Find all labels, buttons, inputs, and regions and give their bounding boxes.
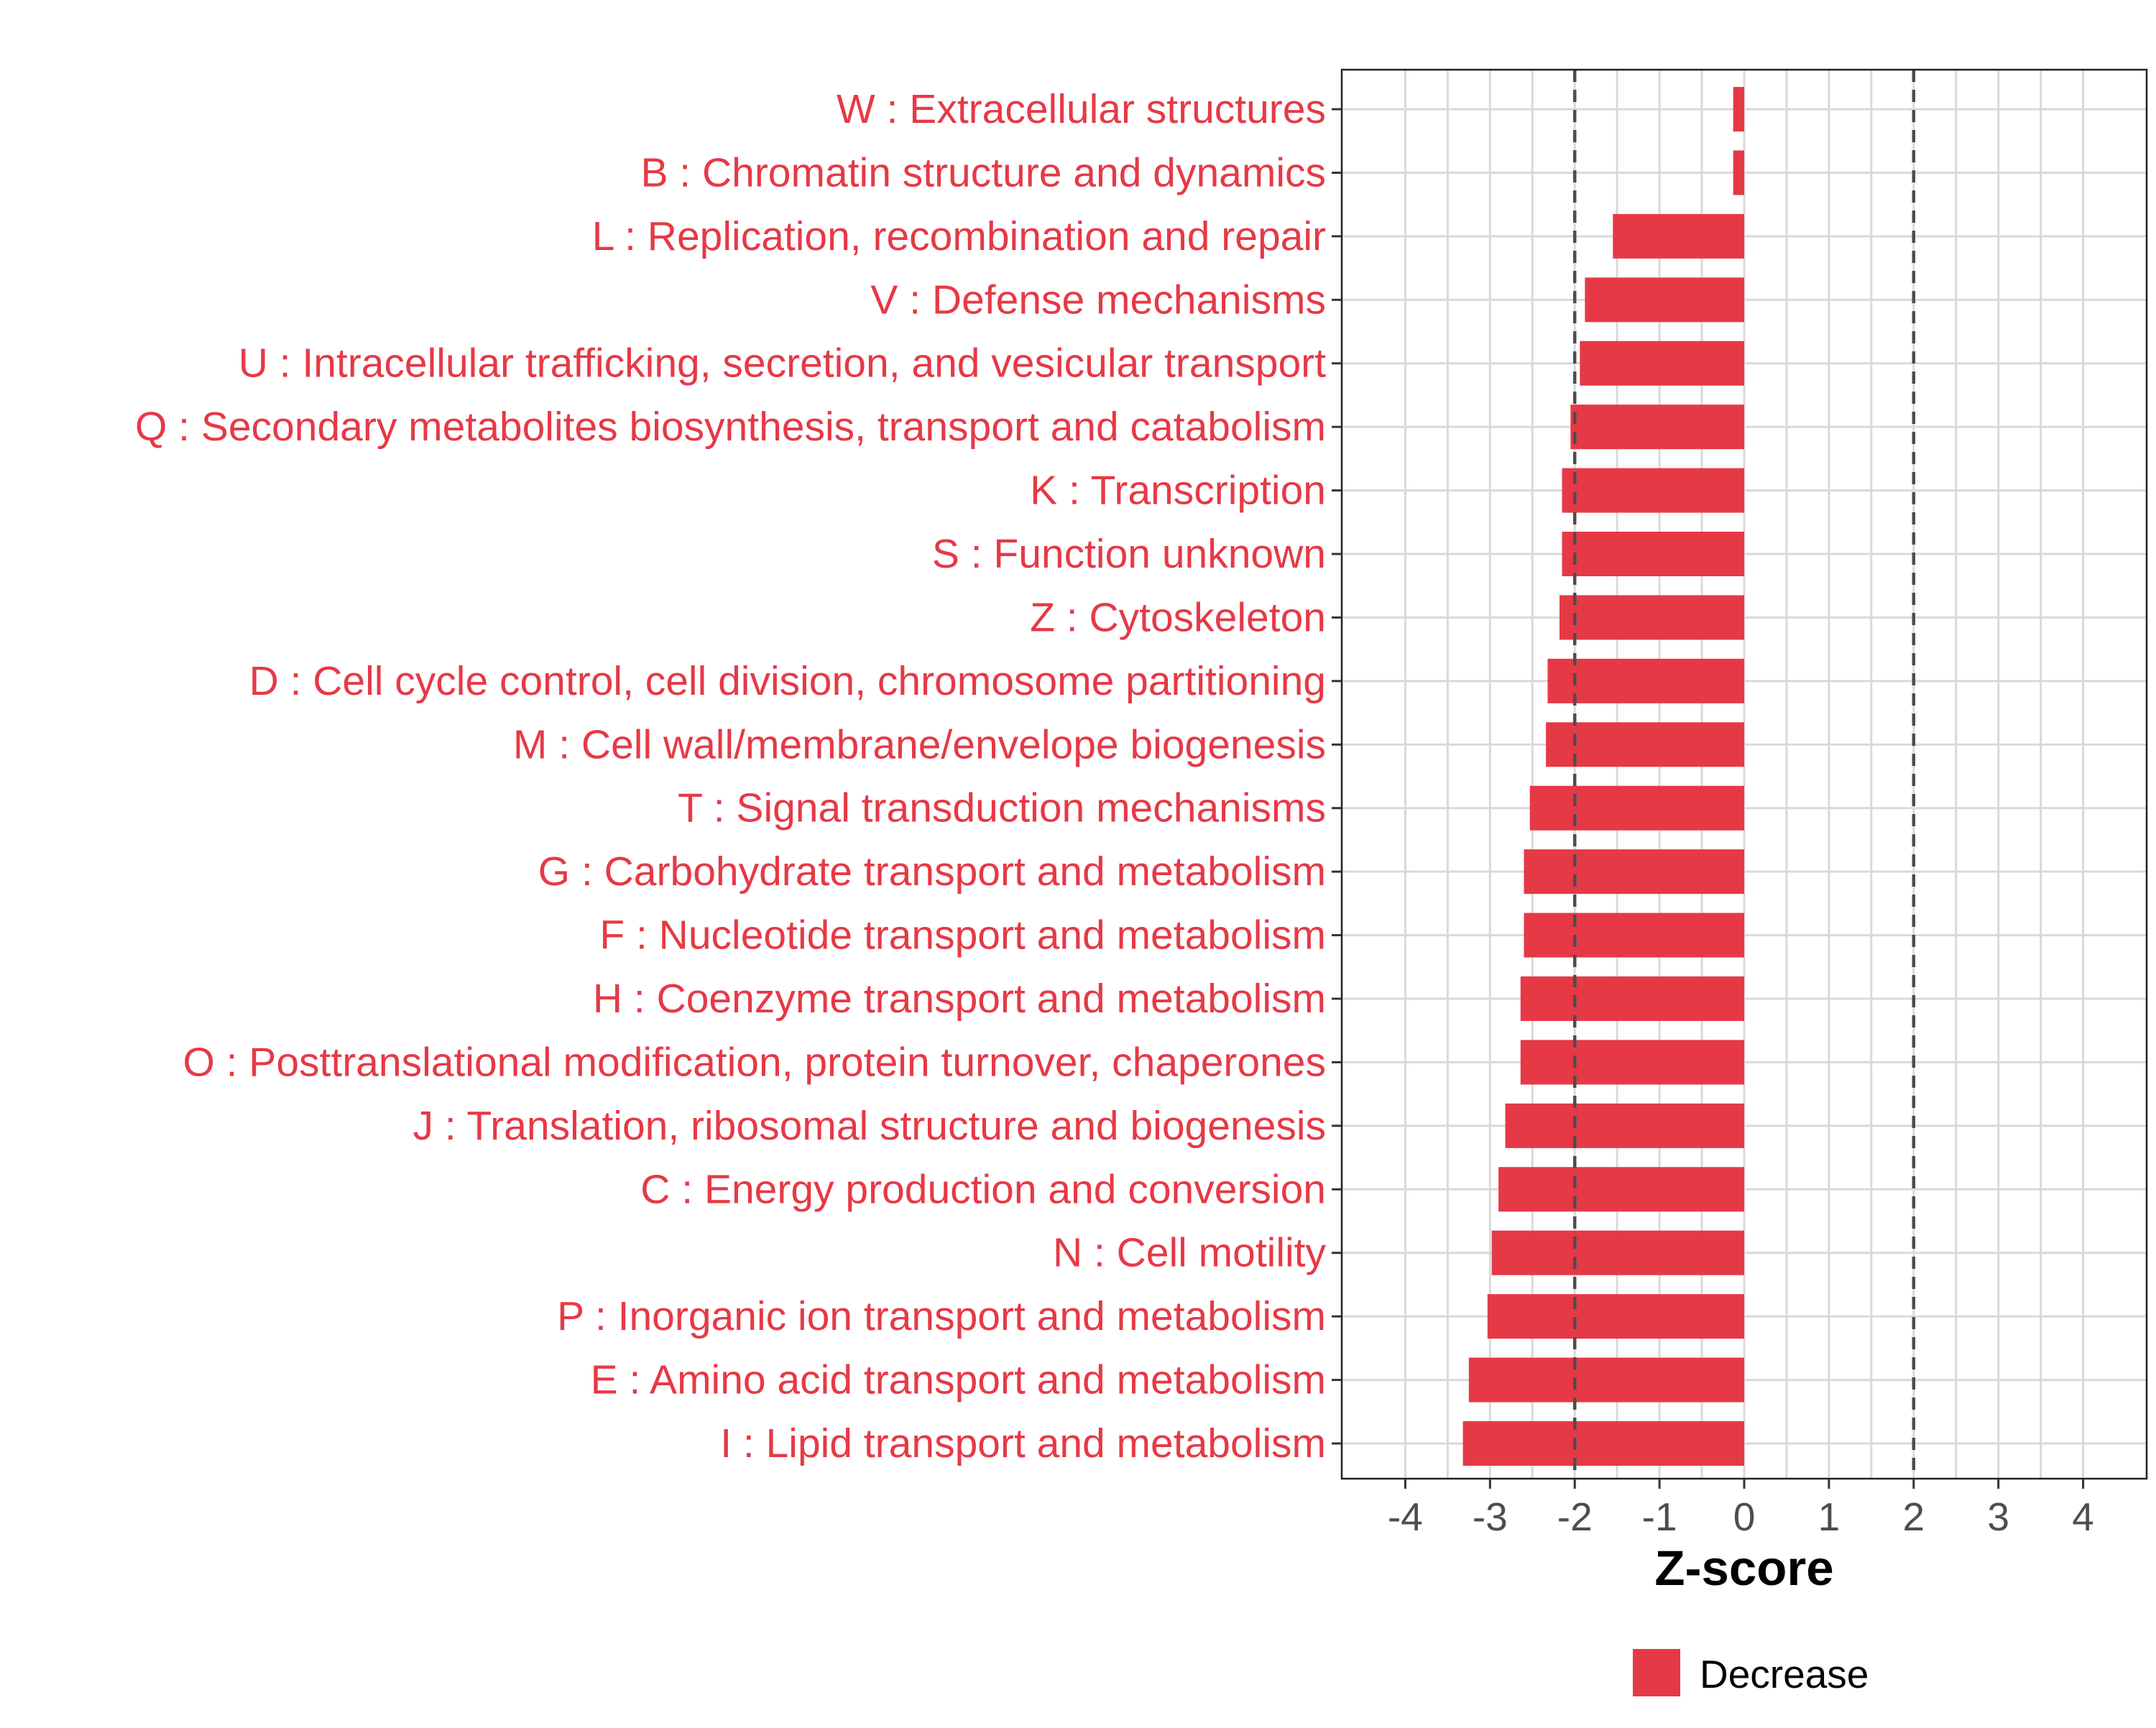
bar-w <box>1733 87 1744 131</box>
bar-l <box>1613 213 1744 259</box>
y-tick-label: C : Energy production and conversion <box>640 1166 1326 1212</box>
bar-f <box>1524 912 1744 958</box>
y-tick-label: V : Defense mechanisms <box>870 277 1326 323</box>
y-tick-label: O : Posttranslational modification, prot… <box>183 1039 1326 1085</box>
bar-c <box>1498 1167 1744 1212</box>
bar-h <box>1520 976 1744 1021</box>
bar-s <box>1562 532 1744 576</box>
x-tick-label: 2 <box>1902 1494 1925 1539</box>
y-tick-label: G : Carbohydrate transport and metabolis… <box>538 849 1326 895</box>
bar-n <box>1491 1230 1744 1275</box>
x-tick-label: 0 <box>1733 1494 1756 1539</box>
legend-label-decrease: Decrease <box>1700 1652 1869 1696</box>
x-axis-title: Z-score <box>1654 1540 1833 1596</box>
bar-q <box>1570 405 1744 450</box>
bar-t <box>1529 785 1744 831</box>
x-tick-label: -3 <box>1473 1494 1508 1539</box>
y-tick-label: N : Cell motility <box>1053 1230 1327 1276</box>
y-tick-label: D : Cell cycle control, cell division, c… <box>249 658 1326 704</box>
legend-swatch-decrease <box>1633 1649 1680 1696</box>
y-tick-label: E : Amino acid transport and metabolism <box>591 1357 1326 1403</box>
y-tick-label: W : Extracellular structures <box>837 86 1326 132</box>
y-tick-label: Q : Secondary metabolites biosynthesis, … <box>135 404 1326 450</box>
bar-g <box>1524 849 1744 895</box>
bar-k <box>1562 468 1744 513</box>
x-tick-label: -4 <box>1388 1494 1423 1539</box>
bar-e <box>1468 1357 1744 1403</box>
y-tick-label: J : Translation, ribosomal structure and… <box>413 1103 1326 1149</box>
bar-b <box>1733 150 1744 195</box>
bar-z <box>1559 595 1744 640</box>
x-tick-label: 4 <box>2072 1494 2094 1539</box>
y-tick-label: M : Cell wall/membrane/envelope biogenes… <box>513 721 1326 767</box>
bar-p <box>1487 1294 1744 1339</box>
y-tick-label: H : Coenzyme transport and metabolism <box>593 976 1326 1022</box>
y-tick-label: F : Nucleotide transport and metabolism <box>599 912 1326 958</box>
x-tick-label: 3 <box>1987 1494 2009 1539</box>
y-tick-label: U : Intracellular trafficking, secretion… <box>239 341 1326 387</box>
y-tick-label: T : Signal transduction mechanisms <box>678 785 1326 831</box>
x-tick-label: -1 <box>1642 1494 1677 1539</box>
y-tick-label: Z : Cytoskeleton <box>1030 594 1326 640</box>
y-tick-label: B : Chromatin structure and dynamics <box>640 149 1326 195</box>
bar-m <box>1546 722 1744 767</box>
y-tick-label: K : Transcription <box>1030 468 1326 514</box>
bar-u <box>1580 341 1744 386</box>
x-tick-label: -2 <box>1557 1494 1593 1539</box>
y-tick-label: S : Function unknown <box>932 531 1326 577</box>
y-tick-label: P : Inorganic ion transport and metaboli… <box>557 1293 1326 1339</box>
bar-j <box>1505 1103 1744 1148</box>
bar-o <box>1520 1040 1744 1085</box>
y-tick-label: L : Replication, recombination and repai… <box>592 213 1326 259</box>
bar-i <box>1462 1421 1744 1466</box>
y-tick-label: I : Lipid transport and metabolism <box>720 1420 1326 1466</box>
bar-v <box>1585 277 1744 323</box>
x-tick-label: 1 <box>1818 1494 1841 1539</box>
bar-d <box>1547 658 1744 703</box>
